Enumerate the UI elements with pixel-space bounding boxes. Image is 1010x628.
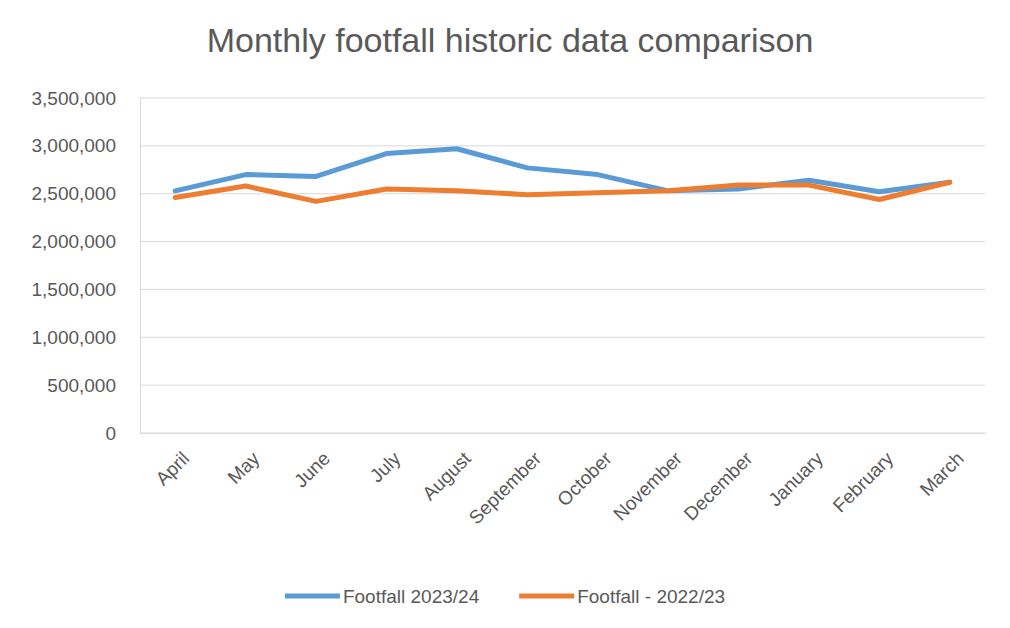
grid: [140, 98, 985, 433]
x-axis: April May June July AugustSeptemberOctoberNo…: [141, 433, 986, 528]
y-tick-label: 2,000,000: [31, 231, 116, 252]
y-tick-label: 2,500,000: [31, 183, 116, 204]
x-tick: July: [366, 433, 405, 486]
grid-line: [140, 289, 985, 290]
y-axis: 0 500,000 1,000,000 1,500,000 2,000,000 2,500…: [31, 88, 140, 444]
grid-line: [140, 145, 985, 146]
y-tick: 2,000,000: [31, 231, 140, 252]
x-tick: February: [829, 433, 898, 516]
x-tick: August: [418, 433, 475, 504]
y-tick-label: 0: [105, 423, 116, 444]
x-tick-label: June: [290, 448, 334, 492]
x-tick-label: May: [223, 447, 264, 488]
series-line: [175, 149, 950, 192]
legend-item: Footfall - 2022/23: [519, 586, 725, 607]
legend-item: Footfall 2023/24: [285, 586, 480, 607]
x-tick-label: December: [680, 447, 757, 524]
x-tick: October: [553, 433, 616, 510]
y-tick: 0: [105, 423, 140, 444]
series-lines: [175, 149, 950, 202]
y-tick-label: 3,000,000: [31, 135, 116, 156]
y-tick: 1,500,000: [31, 279, 140, 300]
x-tick: September: [465, 433, 546, 528]
x-tick-label: October: [553, 447, 616, 510]
grid-line: [140, 385, 985, 386]
x-tick-label: July: [366, 447, 405, 486]
y-tick: 3,000,000: [31, 135, 140, 156]
x-tick: November: [609, 433, 686, 525]
legend-label: Footfall 2023/24: [343, 586, 480, 607]
y-tick: 3,500,000: [31, 88, 140, 109]
x-tick-label: February: [829, 447, 898, 516]
legend-swatch: [285, 594, 340, 599]
legend-label: Footfall - 2022/23: [577, 586, 725, 607]
plot: 0 500,000 1,000,000 1,500,000 2,000,000 2,500…: [31, 88, 985, 529]
y-tick-label: 500,000: [47, 375, 116, 396]
x-tick-label: March: [916, 448, 968, 500]
y-tick-label: 1,000,000: [31, 327, 116, 348]
legend: Footfall 2023/24 Footfall - 2022/23: [285, 586, 725, 607]
x-tick: May: [223, 433, 264, 488]
x-tick-label: November: [609, 447, 686, 524]
x-tick: June: [290, 433, 334, 492]
y-tick-label: 3,500,000: [31, 88, 116, 109]
series-line: [175, 182, 950, 201]
chart-title: Monthly footfall historic data compariso…: [207, 21, 814, 59]
y-axis-line: [140, 99, 141, 434]
x-axis-line: [141, 433, 986, 434]
x-tick-label: September: [465, 447, 546, 528]
x-tick-label: April: [152, 448, 194, 490]
x-tick-label: January: [764, 447, 827, 510]
x-tick-label: August: [418, 447, 475, 504]
x-tick: April: [152, 433, 194, 489]
x-tick: March: [916, 433, 968, 500]
chart: Monthly footfall historic data compariso…: [0, 0, 1010, 628]
y-tick: 500,000: [47, 375, 140, 396]
grid-line: [140, 241, 985, 242]
grid-line: [140, 433, 985, 434]
y-tick-label: 1,500,000: [31, 279, 116, 300]
x-tick: December: [680, 433, 757, 525]
y-tick: 1,000,000: [31, 327, 140, 348]
grid-line: [140, 337, 985, 338]
x-tick: January: [764, 433, 827, 510]
legend-swatch: [519, 594, 574, 599]
grid-line: [140, 98, 985, 99]
y-tick: 2,500,000: [31, 183, 140, 204]
